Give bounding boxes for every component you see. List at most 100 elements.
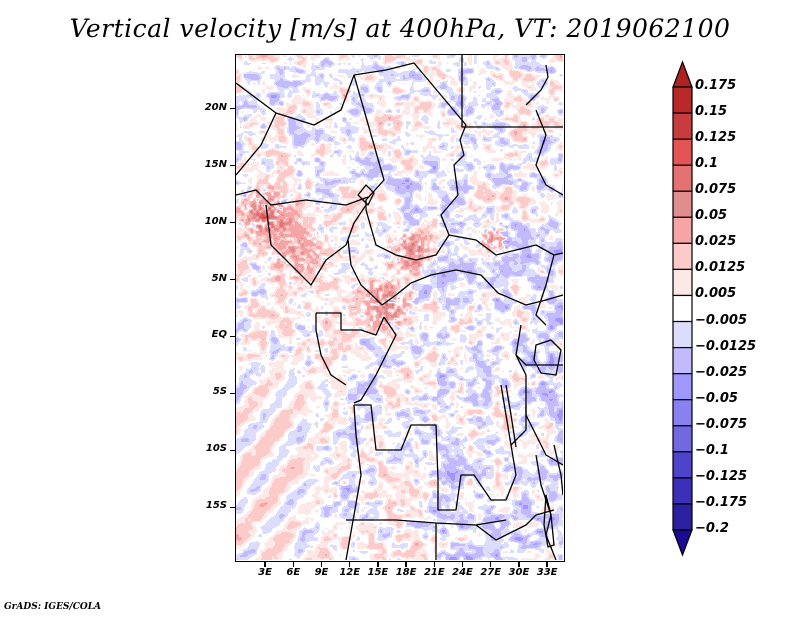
border-angola-namibia <box>346 519 507 526</box>
border-drc-angola-north <box>354 404 439 481</box>
colorbar-box <box>672 399 693 427</box>
x-tick-label: 33E <box>536 567 558 578</box>
colorbar-extend-max <box>672 60 693 88</box>
colorbar-label: 0.15 <box>695 104 728 120</box>
y-tick-label: 10S <box>205 443 227 455</box>
x-tick <box>433 562 436 567</box>
y-tick-label: 15N <box>204 158 227 170</box>
colorbar-label: 0.005 <box>695 286 737 302</box>
colorbar-label: 0.175 <box>695 78 737 93</box>
x-tick-label: 30E <box>508 567 530 578</box>
colorbar-box <box>672 451 693 479</box>
grads-credit: GrADS: IGES/COLA <box>4 602 102 612</box>
y-tick-label: 10N <box>204 215 227 227</box>
border-gabon <box>315 313 347 386</box>
x-tick-label: 9E <box>314 567 329 578</box>
colorbar-box <box>672 320 693 349</box>
border-lake-chad <box>357 184 375 206</box>
map-plot-area <box>235 54 565 562</box>
country-borders <box>236 55 563 560</box>
colorbar-label: −0.125 <box>695 468 748 484</box>
x-tick <box>546 562 548 567</box>
colorbar-label: 0.05 <box>695 208 728 224</box>
y-tick <box>230 449 235 452</box>
y-tick-label: 5N <box>211 272 227 284</box>
border-sudan-southsudan <box>448 234 563 256</box>
border-angola-zambia <box>437 474 506 511</box>
x-tick <box>377 562 379 567</box>
colorbar-box <box>672 477 693 505</box>
y-tick-label: 20N <box>204 101 227 113</box>
border-nigeria-cameroon <box>265 204 367 286</box>
y-tick-label: 5S <box>212 386 227 398</box>
colorbar-label: −0.2 <box>695 521 729 536</box>
border-chad-car <box>365 209 450 261</box>
colorbar-label: −0.05 <box>695 390 738 406</box>
x-tick-label: 27E <box>480 567 502 578</box>
border-niger-mali <box>236 112 277 176</box>
border-mozambique <box>553 444 563 496</box>
x-tick-label: 15E <box>367 567 389 578</box>
y-tick <box>230 164 235 167</box>
colorbar-box <box>672 503 693 531</box>
x-tick <box>264 562 266 567</box>
border-sudan-east <box>535 109 563 196</box>
colorbar-label: 0.0125 <box>695 260 746 276</box>
colorbar-box <box>672 216 693 244</box>
y-tick <box>230 278 235 281</box>
colorbar-label: −0.005 <box>695 312 748 328</box>
border-angola-coast <box>345 404 362 560</box>
y-tick <box>230 221 235 224</box>
border-uganda-kenya <box>515 354 563 466</box>
y-tick <box>230 335 235 338</box>
colorbar-label: −0.025 <box>695 364 748 380</box>
border-uganda <box>515 324 563 366</box>
colorbar-label: 0.125 <box>695 130 737 146</box>
colorbar-label: 0.075 <box>695 182 737 198</box>
border-gabon-congo <box>316 312 385 336</box>
border-niger-nigeria <box>236 189 369 206</box>
colorbar-box <box>672 112 693 140</box>
x-tick <box>292 562 295 567</box>
border-red-sea-coast <box>525 64 549 106</box>
border-malawi <box>535 454 557 560</box>
x-tick-label: 21E <box>423 567 445 578</box>
colorbar-box <box>672 242 693 271</box>
x-tick-label: 3E <box>258 567 272 578</box>
border-chad-sudan <box>440 139 465 236</box>
x-tick-label: 6E <box>286 567 301 578</box>
vertical-velocity-field <box>236 55 563 560</box>
colorbar-label: −0.0125 <box>695 338 757 354</box>
colorbar-box <box>672 425 693 453</box>
x-tick <box>405 562 407 567</box>
x-tick <box>348 562 351 567</box>
colorbar-box <box>672 190 693 218</box>
x-tick <box>518 562 520 567</box>
x-tick-label: 24E <box>452 567 473 578</box>
y-tick <box>230 506 235 509</box>
colorbar-box <box>672 86 693 114</box>
colorbar-box <box>672 138 693 166</box>
border-car-cameroon <box>347 239 383 306</box>
x-tick <box>489 562 492 567</box>
border-niger-chad <box>353 74 385 210</box>
border-lake-victoria <box>533 339 562 376</box>
border-drc-zambia <box>505 405 527 501</box>
border-egypt-sudan <box>461 55 563 128</box>
y-tick <box>230 107 235 110</box>
colorbar-label: 0.1 <box>695 156 719 172</box>
border-car-drc <box>381 269 563 306</box>
border-lake-malawi <box>543 494 555 548</box>
colorbar-label: −0.175 <box>695 494 748 510</box>
y-tick-label: 15S <box>205 500 227 512</box>
colorbar-box <box>672 164 693 192</box>
colorbar-label: −0.1 <box>695 442 729 458</box>
border-algeria-niger <box>236 69 387 126</box>
border-zambia-zimbabwe <box>475 509 555 541</box>
border-ethiopia <box>535 254 555 326</box>
colorbar-box <box>672 268 693 297</box>
x-tick <box>461 562 464 567</box>
x-tick <box>320 562 323 567</box>
border-congo-drc <box>353 316 397 404</box>
y-tick <box>230 392 235 395</box>
